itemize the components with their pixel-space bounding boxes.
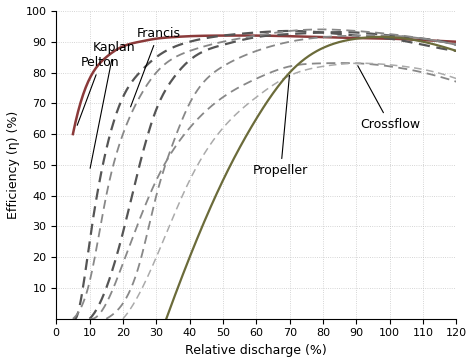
- Text: Francis: Francis: [130, 27, 180, 107]
- Text: Propeller: Propeller: [253, 75, 308, 177]
- Text: Pelton: Pelton: [77, 56, 120, 125]
- X-axis label: Relative discharge (%): Relative discharge (%): [185, 344, 327, 357]
- Text: Crossflow: Crossflow: [358, 66, 420, 131]
- Text: Kaplan: Kaplan: [90, 41, 136, 168]
- Y-axis label: Efficiency (η) (%): Efficiency (η) (%): [7, 111, 20, 219]
